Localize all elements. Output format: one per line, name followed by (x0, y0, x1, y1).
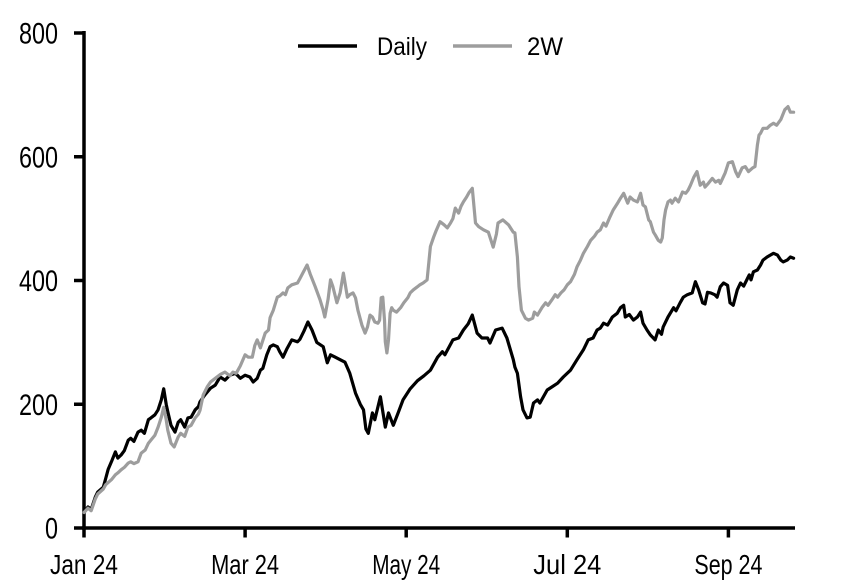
series-line-2w (82, 104, 796, 515)
y-tick-label: 0 (45, 513, 58, 546)
y-tick-label: 600 (19, 141, 58, 174)
plot-series (82, 104, 796, 515)
y-tick-label: 400 (19, 265, 58, 298)
legend-2w-label: 2W (527, 33, 563, 61)
x-axis: Jan 24 Mar 24 May 24 Jul 24 Sep 24 (50, 526, 795, 580)
legend: Daily 2W (298, 33, 563, 61)
x-tick-label: Jan 24 (50, 549, 118, 580)
y-axis: 0 200 400 600 800 (19, 18, 86, 546)
x-tick-label: May 24 (372, 549, 440, 580)
x-tick-label: Jul 24 (533, 549, 601, 580)
series-line-daily (82, 251, 796, 515)
y-tick-label: 200 (19, 389, 58, 422)
legend-daily-label: Daily (377, 33, 427, 61)
x-tick-label: Mar 24 (211, 549, 279, 580)
y-tick-label: 800 (19, 18, 58, 51)
x-tick-label: Sep 24 (694, 549, 762, 580)
